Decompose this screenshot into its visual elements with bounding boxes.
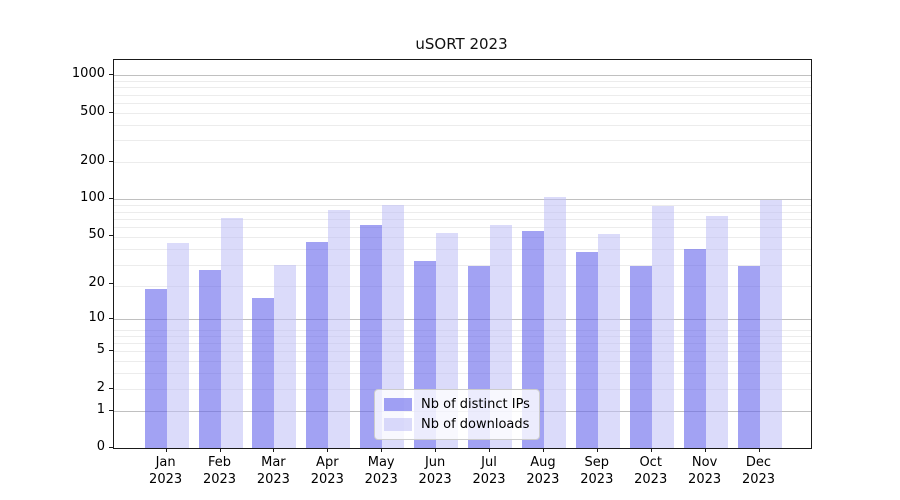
bar-may-downloads	[382, 205, 405, 448]
bar-sep-distinct-ips	[575, 251, 598, 448]
x-tick-label: Jul 2023	[472, 455, 506, 487]
x-tick-mark	[165, 448, 167, 452]
x-tick-label: Apr 2023	[310, 455, 344, 487]
y-tick-label: 0	[96, 439, 105, 454]
minor-gridline	[114, 124, 811, 126]
bar-nov-distinct-ips	[683, 249, 706, 448]
x-tick-label: May 2023	[364, 455, 398, 487]
y-tick-mark	[109, 350, 113, 352]
y-tick-label: 1	[96, 401, 105, 417]
minor-gridline	[114, 329, 811, 331]
minor-gridline	[114, 335, 811, 337]
y-tick-mark	[109, 198, 113, 200]
legend-item-downloads: Nb of downloads	[384, 417, 529, 432]
legend-swatch-distinct-ips	[384, 398, 412, 411]
minor-gridline	[114, 81, 811, 83]
y-tick-mark	[109, 74, 113, 76]
x-tick-label: Jun 2023	[418, 455, 452, 487]
bar-oct-downloads	[651, 205, 674, 448]
bar-mar-distinct-ips	[252, 298, 275, 448]
y-tick-label: 2	[96, 379, 105, 395]
bar-aug-downloads	[543, 196, 566, 448]
minor-gridline	[114, 211, 811, 213]
legend-swatch-downloads	[384, 418, 412, 431]
minor-gridline	[114, 264, 811, 266]
major-gridline	[114, 75, 811, 77]
y-tick-label: 20	[88, 274, 105, 290]
x-tick-mark	[650, 448, 652, 452]
minor-gridline	[114, 361, 811, 363]
x-tick-label: Sep 2023	[580, 455, 614, 487]
y-tick-mark	[109, 160, 113, 162]
y-tick-mark	[109, 387, 113, 389]
x-tick-label: Oct 2023	[634, 455, 668, 487]
y-tick-label: 10	[88, 309, 105, 325]
minor-gridline	[114, 140, 811, 142]
x-tick-mark	[596, 448, 598, 452]
major-gridline	[114, 318, 811, 320]
minor-gridline	[114, 227, 811, 229]
minor-gridline	[114, 343, 811, 344]
x-tick-label: Feb 2023	[202, 455, 237, 487]
x-tick-label: Dec 2023	[741, 455, 776, 487]
plot-area: Nb of distinct IPs Nb of downloads	[113, 59, 812, 449]
x-tick-mark	[219, 448, 221, 452]
minor-gridline	[114, 373, 811, 375]
y-tick-label: 100	[80, 190, 105, 206]
legend: Nb of distinct IPs Nb of downloads	[374, 389, 540, 440]
chart-title: uSORT 2023	[415, 35, 508, 53]
minor-gridline	[114, 103, 811, 104]
x-tick-label: Jan 2023	[149, 455, 183, 487]
y-tick-mark	[109, 111, 113, 113]
bar-dec-downloads	[759, 199, 782, 448]
minor-gridline	[114, 112, 811, 114]
legend-label-downloads: Nb of downloads	[421, 417, 530, 432]
y-tick-mark	[109, 447, 113, 448]
bar-jan-distinct-ips	[144, 289, 167, 448]
x-tick-mark	[273, 448, 275, 452]
x-tick-mark	[704, 448, 706, 452]
bar-oct-distinct-ips	[629, 266, 652, 448]
x-tick-mark	[489, 448, 490, 452]
y-tick-label: 5	[96, 342, 105, 358]
legend-label-distinct-ips: Nb of distinct IPs	[421, 397, 530, 412]
x-tick-mark	[542, 448, 544, 452]
major-gridline	[114, 199, 811, 201]
x-tick-mark	[435, 448, 437, 452]
y-tick-mark	[109, 409, 113, 411]
minor-gridline	[114, 351, 811, 353]
legend-item-distinct-ips: Nb of distinct IPs	[384, 397, 530, 412]
x-tick-mark	[381, 448, 383, 452]
x-tick-label: Mar 2023	[256, 455, 290, 487]
y-tick-label: 500	[80, 103, 105, 119]
bar-sep-downloads	[597, 233, 620, 448]
x-tick-mark	[327, 448, 329, 452]
bar-dec-distinct-ips	[737, 266, 760, 448]
bar-apr-distinct-ips	[306, 241, 329, 448]
minor-gridline	[114, 218, 811, 220]
minor-gridline	[114, 249, 811, 250]
y-tick-mark	[109, 282, 113, 284]
bar-apr-downloads	[328, 209, 351, 448]
y-tick-label: 50	[88, 226, 105, 242]
bar-nov-downloads	[705, 215, 728, 448]
bar-jan-downloads	[166, 242, 189, 448]
minor-gridline	[114, 162, 811, 164]
y-tick-mark	[109, 317, 113, 319]
x-tick-label: Nov 2023	[688, 455, 722, 487]
x-tick-mark	[758, 448, 760, 452]
minor-gridline	[114, 87, 811, 89]
y-tick-label: 200	[80, 152, 105, 168]
bar-mar-downloads	[274, 264, 297, 448]
x-tick-label: Aug 2023	[526, 455, 560, 487]
minor-gridline	[114, 205, 811, 207]
minor-gridline	[114, 237, 811, 238]
bar-feb-distinct-ips	[198, 270, 221, 448]
y-tick-mark	[109, 234, 113, 236]
minor-gridline	[114, 94, 811, 96]
y-tick-label: 1000	[71, 66, 105, 82]
minor-gridline	[114, 286, 811, 288]
bar-feb-downloads	[220, 218, 243, 448]
